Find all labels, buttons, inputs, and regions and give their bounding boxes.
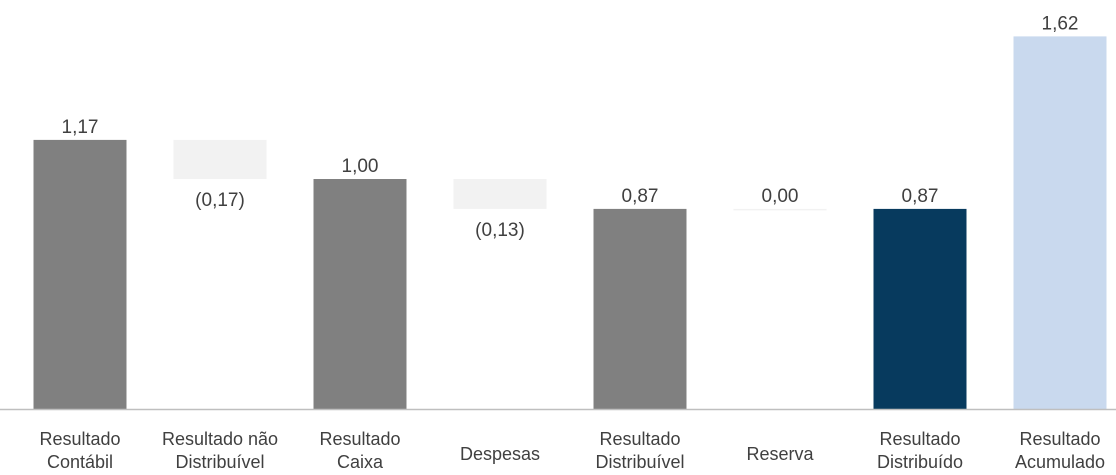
category-label-4: Resultado Distribuível xyxy=(595,429,684,472)
bar-0 xyxy=(33,139,127,409)
category-label-5: Reserva xyxy=(746,444,814,464)
value-label-2: 1,00 xyxy=(342,156,379,177)
category-label-3: Despesas xyxy=(460,444,540,464)
category-label-0: Resultado Contábil xyxy=(39,429,120,472)
bar-2 xyxy=(313,179,407,409)
bars-group xyxy=(33,36,1107,410)
value-label-0: 1,17 xyxy=(62,117,99,138)
bar-1 xyxy=(173,139,267,179)
value-label-3: (0,13) xyxy=(475,220,525,241)
value-label-5: 0,00 xyxy=(762,186,799,207)
value-label-4: 0,87 xyxy=(622,186,659,207)
category-labels-group: Resultado Contábil Resultado não Distribuív… xyxy=(39,429,1105,472)
bar-5 xyxy=(733,208,827,211)
value-labels-group: 1,17 (0,17) 1,00 (0,13) 0,87 0,00 0,87 1,62 xyxy=(62,13,1079,241)
category-label-1: Resultado não Distribuível xyxy=(162,429,278,472)
value-label-6: 0,87 xyxy=(902,186,939,207)
value-label-1: (0,17) xyxy=(195,190,245,211)
category-label-6: Resultado Distribuído xyxy=(877,429,963,472)
category-label-2: Resultado Caixa xyxy=(319,429,400,472)
bar-4 xyxy=(593,208,687,409)
bar-6 xyxy=(873,208,967,409)
value-label-7: 1,62 xyxy=(1042,13,1079,34)
bar-7 xyxy=(1013,36,1107,410)
bar-3 xyxy=(453,179,547,209)
category-label-7: Resultado Acumulado xyxy=(1015,429,1105,472)
